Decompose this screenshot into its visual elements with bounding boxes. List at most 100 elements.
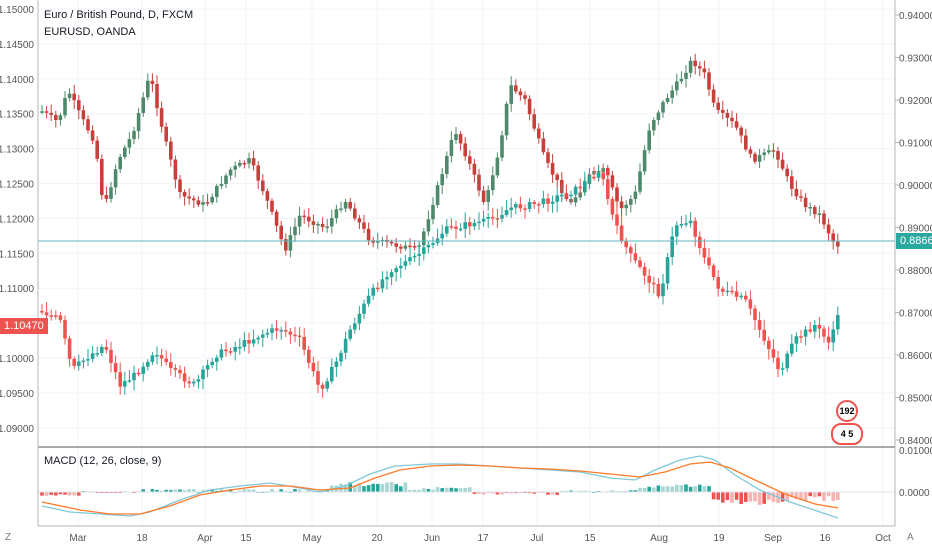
eurusd-candle-body <box>242 162 247 165</box>
macd-histogram-bar <box>555 492 559 495</box>
eurgbp-candle-body <box>564 194 569 197</box>
eurusd-candle-body <box>500 135 504 158</box>
eurgbp-candle-body <box>504 210 509 215</box>
macd-histogram-bar <box>182 490 187 492</box>
macd-histogram-bar <box>192 489 196 492</box>
eurusd-candle-body <box>399 246 403 249</box>
auto-scale-button[interactable]: A <box>907 532 914 543</box>
eurgbp-candle-body <box>330 366 334 382</box>
eurgbp-candle-body <box>90 353 95 360</box>
eurusd-candle-body <box>311 221 316 225</box>
eurgbp-candle-body <box>665 257 670 284</box>
eurgbp-candle-body <box>817 325 822 329</box>
eurusd-candle-body <box>219 184 224 186</box>
macd-histogram-bar <box>238 490 242 492</box>
eurusd-candle-body <box>86 119 90 131</box>
eurusd-candle-body <box>192 198 196 201</box>
macd-histogram-bar <box>339 483 343 492</box>
macd-axis[interactable]: 0.01000 0.0000 <box>899 446 932 499</box>
eurgbp-candle-body <box>509 207 513 211</box>
eurgbp-candle-body <box>606 179 610 199</box>
eurusd-candle-body <box>334 209 339 219</box>
macd-histogram-bar <box>716 492 720 500</box>
eurusd-candle-body <box>261 180 265 192</box>
eurusd-candle-body <box>426 219 431 232</box>
macd-histogram-bar <box>293 489 297 492</box>
eurgbp-candle-body <box>698 236 702 248</box>
left-axis-tick-label: 1.13000 <box>0 145 34 156</box>
eurusd-candle-body <box>454 134 458 140</box>
time-axis-label: Apr <box>197 533 213 544</box>
right-axis-tick-label: 0.92000 <box>899 96 932 107</box>
eurgbp-candle-body <box>652 282 656 285</box>
eurusd-candle-body <box>679 78 684 82</box>
eurgbp-candle-body <box>573 186 578 195</box>
eurgbp-candle-body <box>146 361 150 367</box>
eurgbp-candle-body <box>449 226 454 228</box>
eurgbp-candle-body <box>210 361 214 366</box>
eurgbp-candle-body <box>77 361 81 366</box>
macd-histogram-bar <box>155 489 159 492</box>
macd-histogram-bar <box>790 492 794 498</box>
eurgbp-candle-body <box>693 220 697 237</box>
macd-histogram-bar <box>771 492 776 502</box>
eurgbp-candle-body <box>251 339 256 344</box>
eurgbp-candle-body <box>265 332 270 335</box>
right-price-axis[interactable]: 0.94000 0.93000 0.92000 0.91000 0.90000 0.890… <box>895 11 932 447</box>
eurgbp-candle-body <box>753 308 757 321</box>
macd-histogram-bar <box>72 492 76 496</box>
zoom-button[interactable]: Z <box>5 532 12 543</box>
eurusd-candle-body <box>215 185 219 197</box>
eurgbp-candle-body <box>468 222 472 227</box>
macd-histogram-bar <box>638 487 642 492</box>
macd-histogram-bar <box>426 488 431 492</box>
macd-histogram-bar <box>357 483 362 492</box>
macd-histogram-bar <box>817 492 822 497</box>
macd-histogram-bar <box>242 489 247 492</box>
left-price-axis[interactable]: 1.15000 1.14500 1.14000 1.13500 1.13000 1.125… <box>0 5 34 435</box>
right-current-price-tag: 0.88669 <box>896 233 932 249</box>
eurusd-candle-body <box>767 150 771 153</box>
eurgbp-candle-body <box>205 365 210 370</box>
macd-histogram-bar <box>767 492 771 500</box>
time-axis-label: May <box>303 533 322 544</box>
eurusd-candle-body <box>707 72 711 90</box>
eurgbp-candle-body <box>67 338 72 359</box>
eurgbp-candle-body <box>63 319 67 339</box>
eurusd-candle-body <box>794 188 799 197</box>
eurgbp-candle-body <box>734 291 739 297</box>
eurusd-candle-body <box>187 196 191 199</box>
eurusd-candle-body <box>477 174 481 191</box>
eurusd-candle-body <box>780 159 785 169</box>
eurusd-candle-body <box>449 139 454 156</box>
eurgbp-candle-body <box>495 218 500 220</box>
left-axis-tick-label: 1.14000 <box>0 75 34 86</box>
macd-histogram-bar <box>399 486 403 492</box>
macd-histogram-bar <box>675 484 679 492</box>
eurusd-candle-body <box>688 60 693 73</box>
eurusd-candle-body <box>813 206 817 215</box>
eurgbp-candle-body <box>757 320 762 330</box>
eurgbp-candle-body <box>233 346 237 352</box>
event-badge-bottom[interactable]: 4 5 <box>831 423 863 445</box>
macd-histogram-bar <box>564 490 569 492</box>
eurusd-candle-body <box>150 80 155 85</box>
left-axis-tick-label: 1.12500 <box>0 180 34 191</box>
eurusd-candle-body <box>49 112 53 115</box>
eurgbp-candle-body <box>399 265 403 269</box>
time-axis[interactable]: Mar 18 Apr 15 May 20 Jun 17 Jul 15 Aug 19 Sep 16 Oct <box>69 533 891 544</box>
eurusd-candle-body <box>799 196 803 198</box>
eurusd-candle-body <box>757 155 762 162</box>
eurgbp-candle-body <box>560 194 564 197</box>
eurusd-candle-body <box>624 204 628 209</box>
eurusd-candle-body <box>537 128 541 139</box>
eurusd-candle-body <box>238 162 242 166</box>
macd-histogram-bar <box>417 489 421 492</box>
eurgbp-candle-body <box>541 198 546 205</box>
eurgbp-candle-body <box>440 233 444 239</box>
eurusd-candle-body <box>555 174 559 180</box>
event-badge-top[interactable]: 192 <box>836 400 858 422</box>
macd-histogram-bar <box>187 489 191 492</box>
eurusd-candle-body <box>445 155 449 175</box>
